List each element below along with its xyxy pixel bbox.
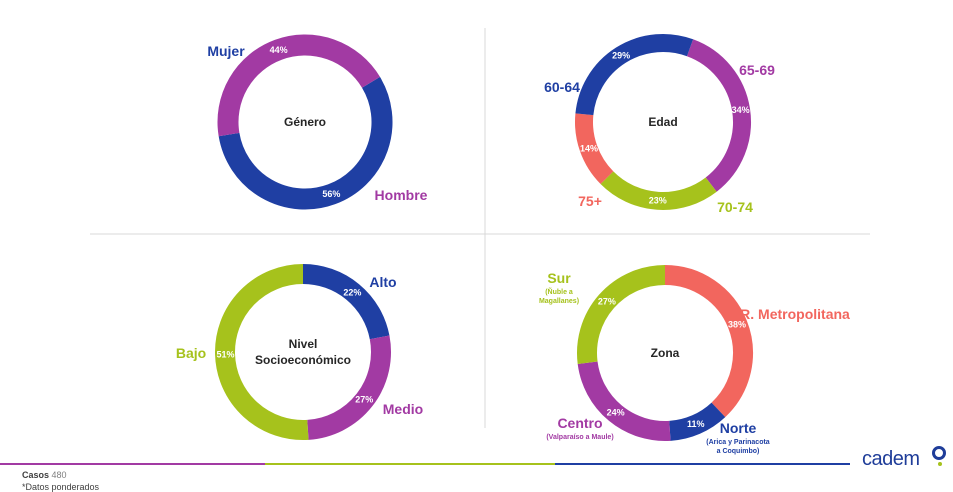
category-label-mujer: Mujer: [207, 43, 245, 59]
casos-label: Casos: [22, 470, 50, 480]
category-label-hombre: Hombre: [375, 187, 428, 203]
logo-ring: [932, 446, 946, 460]
category-label-medio: Medio: [383, 401, 423, 417]
chart-title: Género: [284, 115, 326, 129]
category-label-70-74: 70-74: [717, 199, 753, 215]
category-label-75: 75+: [578, 193, 602, 209]
pct-label-70-74: 23%: [649, 195, 667, 205]
segment-norte: [668, 402, 726, 441]
chart-title: Zona: [651, 346, 680, 360]
chart-title: Edad: [648, 115, 677, 129]
category-label-r-metropolitana: R. Metropolitana: [740, 306, 850, 322]
cadem-logo: cadem: [862, 448, 920, 470]
chart-title: Socioeconómico: [255, 353, 351, 367]
category-label-bajo: Bajo: [176, 345, 206, 361]
donut-chart-edad: 34% 65-69 23% 70-74 14% 75+ 29% 60-64 Edad: [544, 34, 775, 215]
donut-chart-zona: 38%R. Metropolitana 11% Norte (Arica y Pari…: [539, 265, 850, 455]
category-label-norte: Norte: [720, 420, 757, 436]
category-label-sur: Sur: [547, 270, 571, 286]
footer-line-blue: [555, 463, 850, 465]
pct-label-75: 14%: [580, 143, 598, 153]
pct-label-mujer: 56%: [322, 189, 340, 199]
segment-hombre: [217, 34, 380, 137]
category-label-alto: Alto: [369, 274, 396, 290]
sublabel-sur: (Ñuble a: [545, 287, 573, 296]
pct-label-norte: 11%: [687, 419, 705, 429]
segment-65-69: [686, 39, 751, 192]
logo-dot: [938, 462, 942, 466]
segment-alto: [302, 264, 390, 340]
sublabel-sur: Magallanes): [539, 298, 579, 305]
donut-chart-nivel-socioeconomico: 22% Alto 27% Medio 51% Bajo Nivel Socioeconómic…: [176, 264, 423, 440]
category-label-65-69: 65-69: [739, 62, 775, 78]
casos-value: 480: [51, 470, 67, 480]
segment-75: [575, 113, 614, 185]
category-label-centro: Centro: [557, 415, 602, 431]
footer-line-purple: [0, 463, 265, 465]
segment-70-74: [600, 171, 717, 210]
pct-label-sur: 27%: [598, 297, 616, 307]
segment-r-metropolitana: [664, 265, 753, 418]
pct-label-60-64: 29%: [612, 51, 630, 61]
sublabel-norte: (Arica y Parinacota: [706, 439, 770, 446]
segment-60-64: [575, 34, 694, 116]
sublabel-centro: (Valparaíso a Maule): [546, 434, 613, 441]
pct-label-centro: 24%: [607, 408, 625, 418]
pct-label-alto: 22%: [343, 287, 361, 297]
pct-label-bajo: 51%: [217, 349, 235, 359]
segment-centro: [577, 361, 671, 441]
segment-mujer: [218, 76, 393, 210]
casos-text: Casos 480: [22, 470, 67, 480]
sublabel-norte: a Coquimbo): [717, 448, 760, 455]
segment-bajo: [215, 264, 309, 440]
donut-chart-genero: 56% Mujer 44% Hombre Género: [207, 34, 428, 210]
footer-line-green: [265, 463, 555, 465]
category-label-60-64: 60-64: [544, 79, 580, 95]
segment-sur: [577, 265, 666, 365]
footnote: *Datos ponderados: [22, 482, 100, 492]
segment-medio: [306, 335, 391, 440]
pct-label-r-metropolitana: 38%: [728, 319, 746, 329]
pct-label-hombre: 44%: [270, 45, 288, 55]
chart-title: Nivel: [289, 337, 318, 351]
pct-label-65-69: 34%: [732, 105, 750, 115]
pct-label-medio: 27%: [355, 395, 373, 405]
